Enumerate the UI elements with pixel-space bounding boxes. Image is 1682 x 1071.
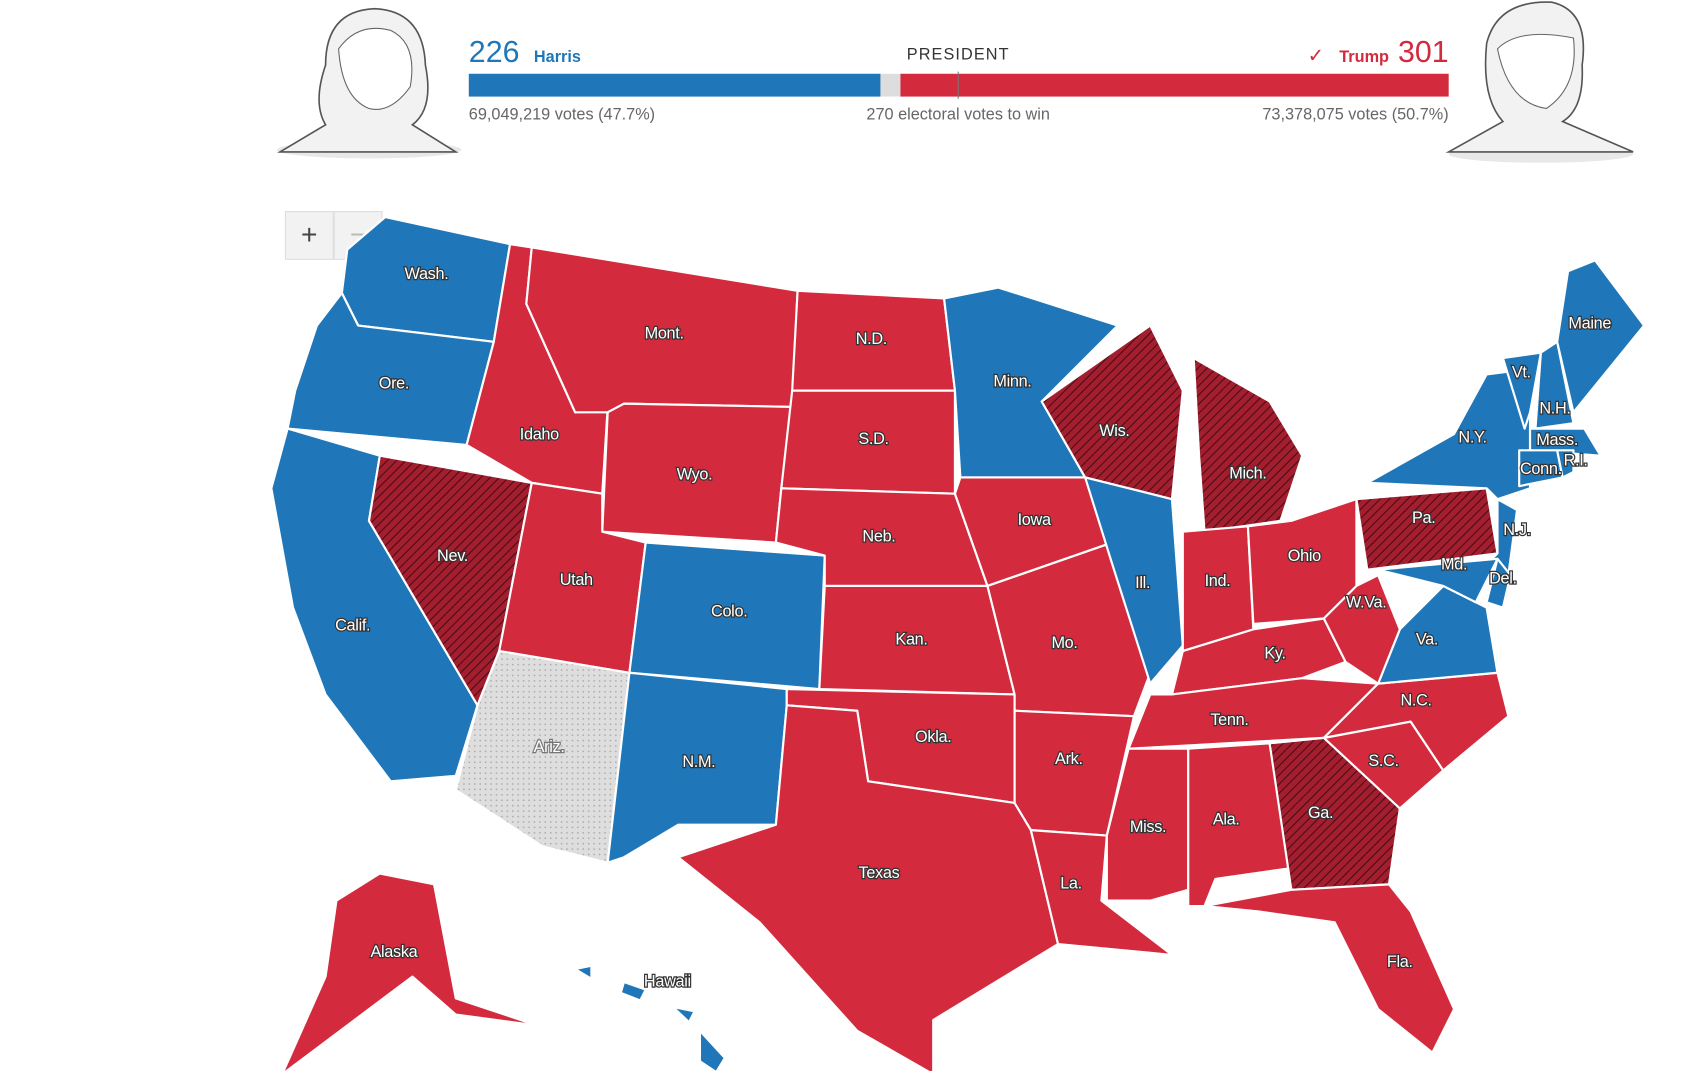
state-label: Va.	[1416, 631, 1438, 649]
state-label: S.D.	[858, 430, 888, 448]
state-shape	[1485, 557, 1512, 609]
state-label: Minn.	[993, 372, 1031, 390]
state-label: S.C.	[1368, 752, 1398, 770]
state-label: Ill.	[1135, 574, 1150, 592]
state-label: Miss.	[1130, 818, 1166, 836]
state-label: Colo.	[711, 602, 747, 620]
state-label: Tenn.	[1210, 711, 1248, 729]
state-label: W.Va.	[1346, 594, 1387, 612]
state-label: Ariz.	[534, 738, 565, 756]
state-label: Idaho	[520, 425, 559, 443]
state-label: Utah	[560, 571, 593, 589]
zoom-in[interactable]: +	[301, 218, 317, 250]
state-label: Vt.	[1512, 364, 1531, 382]
winner-check: ✓	[1308, 45, 1324, 67]
threshold-note: 270 electoral votes to win	[866, 105, 1050, 123]
state-label: N.M.	[682, 753, 715, 771]
state-label: N.Y.	[1458, 429, 1486, 447]
state-label: Maine	[1568, 315, 1611, 333]
state-label: Kan.	[895, 631, 927, 649]
harris-portrait	[276, 7, 462, 159]
state-shape	[1322, 574, 1401, 685]
harris-name: Harris	[534, 48, 581, 66]
state-label: Mich.	[1229, 464, 1266, 482]
state-label: Mass.	[1536, 431, 1578, 449]
state-label: Ky.	[1264, 645, 1285, 663]
state-shape	[1528, 427, 1602, 457]
state-label: Hawaii	[644, 972, 691, 990]
state-shape	[282, 872, 539, 1071]
state-label: Fla.	[1387, 953, 1413, 971]
state-shape	[1366, 367, 1532, 501]
state-shape	[1040, 324, 1184, 501]
state-labels: Wash. Ore. Calif. Nev. Idaho Mont. Wyo. Utah Col…	[334, 264, 1613, 992]
state-shape	[1534, 340, 1575, 430]
state-shape	[1192, 356, 1304, 533]
harris-electoral-votes: 226	[469, 35, 520, 69]
trump-name: Trump	[1339, 48, 1389, 66]
state-label: N.D.	[856, 330, 887, 348]
harris-bar	[468, 73, 881, 97]
state-shape	[677, 704, 1060, 1071]
state-shape	[1556, 449, 1575, 479]
trump-electoral-votes: 301	[1398, 35, 1449, 69]
state-label: Texas	[859, 864, 900, 882]
state-label: Wis.	[1099, 422, 1129, 440]
state-label: Alaska	[370, 943, 418, 961]
race-title: PRESIDENT	[907, 46, 1010, 64]
state-label: N.H.	[1539, 399, 1570, 417]
electoral-bar	[468, 73, 1449, 97]
trump-tally: 73,378,075 votes (50.7%)	[1262, 105, 1448, 123]
state-label: Conn.	[1520, 460, 1562, 478]
state-label: Mo.	[1051, 634, 1077, 652]
state-label: Ore.	[379, 374, 409, 392]
state-label: Ark.	[1055, 750, 1083, 768]
state-shape	[1377, 557, 1499, 604]
us-map	[270, 215, 1646, 1071]
state-label: Neb.	[862, 527, 895, 545]
state-shape	[1203, 883, 1456, 1054]
state-label: La.	[1060, 875, 1082, 893]
state-shape	[286, 291, 495, 446]
state-label: N.C.	[1400, 691, 1431, 709]
harris-tally: 69,049,219 votes (47.7%)	[469, 105, 655, 123]
state-shape	[1501, 351, 1542, 430]
state-shape	[1084, 476, 1184, 685]
state-shape	[1556, 259, 1646, 414]
state-label: N.J.	[1503, 521, 1531, 539]
trump-bar	[900, 73, 1449, 97]
state-label: Iowa	[1018, 511, 1052, 529]
state-label: Ga.	[1308, 804, 1333, 822]
state-label: Ala.	[1213, 811, 1240, 829]
state-label: Nev.	[437, 547, 468, 565]
state-label: R.I.	[1564, 451, 1588, 469]
state-label: Calif.	[335, 616, 370, 634]
state-label: Ind.	[1205, 572, 1231, 590]
state-shape	[1029, 829, 1174, 956]
state-label: Ohio	[1288, 547, 1321, 565]
state-shape	[574, 964, 726, 1071]
state-label: Wash.	[405, 265, 449, 283]
state-shape	[1268, 736, 1401, 891]
state-shape	[1355, 487, 1499, 571]
state-label: Md.	[1441, 556, 1467, 574]
state-label: Mont.	[645, 325, 684, 343]
trump-portrait	[1445, 1, 1634, 163]
state-label: Pa.	[1412, 509, 1435, 527]
state-label: Del.	[1489, 570, 1517, 588]
state-label: Okla.	[915, 728, 951, 746]
zoom-in-button[interactable]	[284, 211, 334, 260]
state-label: Wyo.	[677, 466, 713, 484]
